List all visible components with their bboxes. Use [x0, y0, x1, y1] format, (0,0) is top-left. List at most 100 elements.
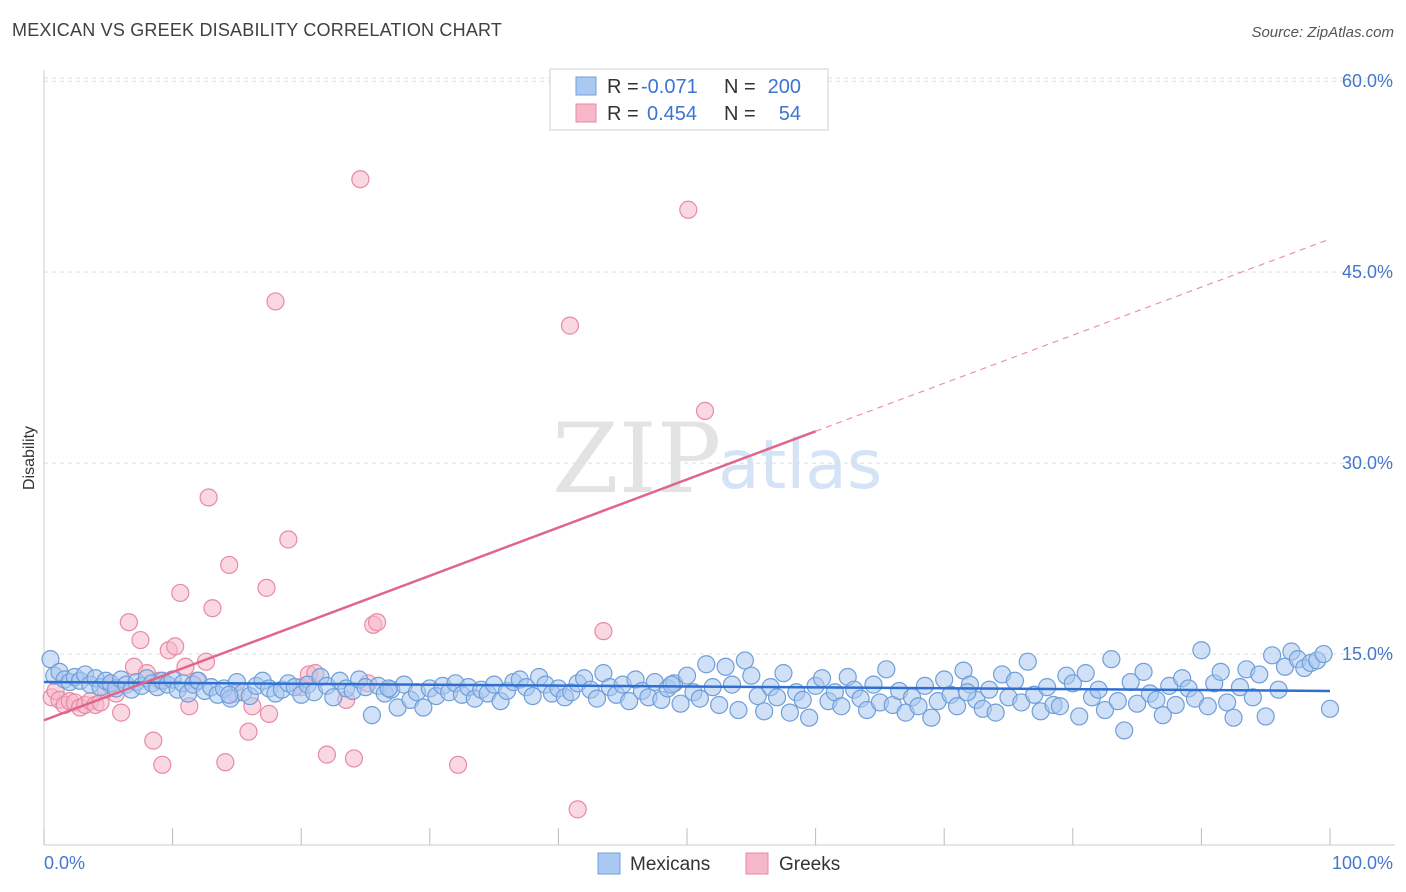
mexicans-point	[1256, 707, 1275, 726]
greeks-point	[216, 753, 235, 772]
greeks-point	[166, 637, 185, 656]
watermark-zip: ZIP	[552, 403, 721, 515]
mexicans-point	[986, 703, 1005, 722]
mexicans-point	[587, 689, 607, 708]
greeks-point	[448, 755, 468, 774]
greeks-point	[679, 200, 698, 219]
legend-r-value-greeks: 0.454	[647, 103, 697, 125]
y-axis-label: Disability	[21, 426, 38, 490]
y-tick-label: 45.0%	[1342, 262, 1393, 282]
mexicans-point	[1147, 690, 1166, 709]
mexicans-point	[1050, 697, 1070, 716]
mexicans-point	[1095, 700, 1115, 720]
trendlines	[43, 238, 1331, 722]
mexicans-point	[1243, 688, 1262, 707]
greeks-point	[560, 316, 580, 335]
mexicans-point	[1192, 641, 1211, 660]
mexicans-point	[958, 683, 977, 702]
greeks-point	[119, 613, 138, 632]
mexicans-point	[864, 675, 883, 694]
mexicans-point	[755, 702, 774, 721]
greeks-point	[279, 530, 298, 549]
mexicans-point	[1314, 644, 1333, 664]
mexicans-point	[793, 690, 812, 709]
mexicans-point	[909, 697, 928, 716]
mexicans-point	[877, 660, 896, 679]
legend-swatch-mexicans	[575, 76, 597, 96]
mexicans-point	[324, 688, 343, 707]
bottom-legend-swatch-greeks	[745, 852, 769, 875]
mexicans-point	[812, 669, 832, 688]
legend-r-value-mexicans: -0.071	[641, 76, 698, 98]
trendline-mexicans	[43, 680, 1331, 693]
y-tick-label: 30.0%	[1342, 453, 1393, 473]
mexicans-point	[620, 692, 639, 711]
legend-n-label-mexicans: N =	[724, 76, 756, 98]
series-legend: Mexicans Greeks	[597, 852, 840, 875]
mexicans-point	[414, 698, 433, 717]
greeks-point	[568, 800, 587, 819]
watermark-atlas: atlas	[718, 426, 882, 505]
x-axis-ticks	[43, 828, 1331, 845]
chart-title: MEXICAN VS GREEK DISABILITY CORRELATION …	[12, 20, 503, 40]
mexicans-point	[1063, 674, 1082, 693]
legend-r-label-mexicans: R =	[607, 76, 639, 98]
mexicans-point	[1076, 664, 1095, 683]
mexicans-point	[716, 657, 735, 676]
mexicans-point	[947, 697, 967, 716]
greeks-point	[153, 755, 172, 774]
mexicans-point	[729, 700, 748, 720]
greeks-point	[367, 613, 387, 632]
mexicans-point	[1070, 707, 1089, 726]
bottom-legend-label-greeks: Greeks	[779, 854, 840, 875]
greeks-point	[695, 401, 715, 421]
legend-n-value-mexicans: 200	[768, 76, 801, 98]
mexicans-point	[1166, 695, 1185, 715]
mexicans-point	[722, 675, 742, 694]
greeks-point	[259, 704, 279, 723]
greeks-point	[220, 555, 239, 575]
trendline-greeks	[43, 430, 817, 722]
mexicans-point	[774, 664, 793, 683]
x-tick-label-min: 0.0%	[44, 853, 85, 873]
legend-n-value-greeks: 54	[779, 103, 801, 125]
greeks-point	[266, 292, 285, 311]
x-tick-label-max: 100.0%	[1332, 853, 1393, 873]
mexicans-point	[1224, 708, 1243, 727]
source-credit: Source: ZipAtlas.com	[1251, 24, 1394, 41]
mexicans-point	[1211, 662, 1230, 681]
mexicans-point	[922, 708, 941, 727]
mexicans-point	[1115, 721, 1134, 740]
greeks-point	[239, 722, 258, 741]
mexicans-point	[1127, 694, 1147, 713]
x-axis-tick-labels: 0.0% 100.0%	[44, 853, 1393, 873]
mexicans-point	[697, 655, 716, 674]
y-tick-label: 60.0%	[1342, 71, 1393, 91]
greeks-point	[317, 745, 337, 764]
mexicans-point	[1263, 646, 1282, 665]
legend-n-label-greeks: N =	[724, 103, 756, 125]
y-tick-label: 15.0%	[1342, 644, 1393, 664]
mexicans-point	[1250, 665, 1269, 684]
trendline-greeks-extension	[815, 238, 1331, 432]
mexicans-point	[1153, 706, 1172, 725]
mexicans-point	[1134, 662, 1153, 681]
mexicans-point	[800, 708, 819, 727]
greeks-point	[344, 749, 364, 768]
mexicans-point	[767, 688, 787, 707]
greeks-point	[203, 599, 222, 618]
greeks-point	[199, 488, 218, 507]
mexicans-point	[915, 676, 935, 695]
mexicans-point	[671, 694, 690, 713]
series-mexicans	[41, 641, 1340, 740]
gridlines	[44, 77, 1395, 655]
mexicans-point	[1005, 671, 1025, 690]
y-axis-tick-labels: 15.0% 30.0% 45.0% 60.0%	[1342, 71, 1393, 664]
mexicans-point	[742, 666, 761, 685]
mexicans-point	[379, 679, 398, 698]
correlation-legend: R = -0.071 N = 200 R = 0.454 N = 54	[549, 68, 829, 131]
mexicans-point	[935, 670, 954, 689]
legend-r-label-greeks: R =	[607, 103, 639, 125]
mexicans-point	[1198, 697, 1217, 716]
